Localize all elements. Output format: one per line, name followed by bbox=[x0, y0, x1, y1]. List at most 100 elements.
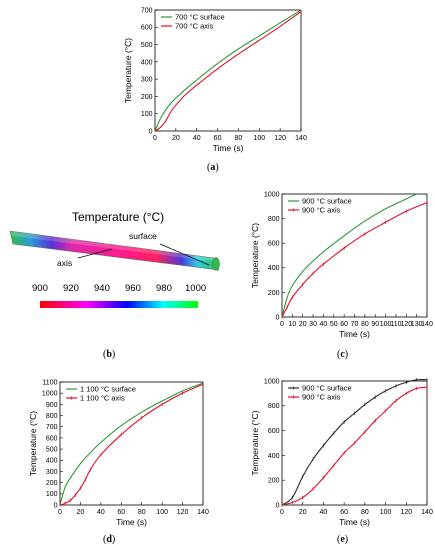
y-tick-label: 400 bbox=[46, 458, 58, 465]
legend-entry: 700 °C surface bbox=[175, 13, 225, 22]
colorbar-tick: 920 bbox=[63, 283, 79, 294]
x-tick-label: 140 bbox=[197, 509, 209, 516]
y-tick-label: 300 bbox=[141, 77, 153, 84]
y-tick-label: 600 bbox=[268, 428, 280, 435]
axis-pointer bbox=[77, 248, 113, 259]
x-tick-label: 0 bbox=[280, 321, 284, 328]
surface-pointer bbox=[159, 243, 210, 266]
x-tick-label: 140 bbox=[295, 135, 307, 142]
y-tick-label: 800 bbox=[268, 403, 280, 410]
y-tick-label: 1000 bbox=[264, 378, 280, 385]
y-tick-label: 600 bbox=[268, 241, 280, 248]
y-tick-label: 600 bbox=[46, 435, 58, 442]
series-line bbox=[281, 202, 428, 318]
legend-entry: 900 °C axis bbox=[302, 206, 341, 215]
x-tick-label: 40 bbox=[320, 509, 328, 516]
x-tick-label: 20 bbox=[172, 135, 180, 142]
legend-entry: 900 °C axis bbox=[302, 393, 341, 402]
chart-e: 0 20 40 60 80 100 120 140 0 200 400 600 800 1000 Time … bbox=[250, 377, 433, 527]
x-axis-label: Time (s) bbox=[116, 517, 147, 527]
x-tick-label: 140 bbox=[421, 321, 433, 328]
x-tick-label: 90 bbox=[371, 321, 379, 328]
colorbar-tick: 960 bbox=[125, 283, 141, 294]
y-tick-label: 0 bbox=[276, 502, 280, 509]
series-line bbox=[154, 9, 302, 132]
x-tick-label: 140 bbox=[421, 509, 433, 516]
y-tick-label: 400 bbox=[268, 453, 280, 460]
x-tick-label: 20 bbox=[77, 509, 85, 516]
y-tick-label: 200 bbox=[46, 480, 58, 487]
x-axis-label: Time (s) bbox=[213, 143, 244, 153]
x-tick-label: 0 bbox=[153, 135, 157, 142]
plot-frame bbox=[154, 9, 302, 132]
legend-entry: 900 °C surface bbox=[302, 384, 352, 393]
colorbar-tick: 1000 bbox=[185, 283, 207, 294]
x-tick-label: 80 bbox=[361, 321, 369, 328]
x-tick-label: 0 bbox=[280, 509, 284, 516]
panel-label-e: (e) bbox=[337, 534, 349, 545]
y-tick-label: 600 bbox=[141, 25, 153, 32]
x-tick-label: 100 bbox=[380, 509, 392, 516]
x-tick-label: 120 bbox=[177, 509, 189, 516]
x-tick-label: 100 bbox=[156, 509, 168, 516]
y-tick-label: 200 bbox=[268, 290, 280, 297]
colorbar bbox=[40, 301, 198, 308]
y-tick-label: 800 bbox=[268, 216, 280, 223]
x-tick-label: 0 bbox=[58, 509, 62, 516]
x-tick-label: 120 bbox=[274, 135, 286, 142]
y-tick-label: 0 bbox=[149, 128, 153, 135]
panel-label-a: (a) bbox=[207, 162, 219, 173]
x-tick-label: 40 bbox=[320, 321, 328, 328]
y-tick-label: 500 bbox=[141, 42, 153, 49]
x-tick-label: 40 bbox=[193, 135, 201, 142]
series-line bbox=[281, 386, 428, 506]
rod-title: Temperature (°C) bbox=[72, 210, 165, 224]
x-tick-label: 60 bbox=[214, 135, 222, 142]
panel-label-d: (d) bbox=[103, 534, 116, 545]
y-tick-label: 400 bbox=[268, 265, 280, 272]
y-tick-label: 700 bbox=[46, 424, 58, 431]
x-tick-label: 130 bbox=[411, 321, 423, 328]
y-tick-label: 1000 bbox=[264, 191, 280, 198]
colorbar-tick: 900 bbox=[32, 283, 48, 294]
rod-body bbox=[9, 230, 220, 271]
x-tick-label: 30 bbox=[309, 321, 317, 328]
legend-entry: 1 100 °C axis bbox=[80, 394, 125, 403]
x-tick-label: 60 bbox=[117, 509, 125, 516]
rod-end-face bbox=[212, 257, 220, 271]
rod-top-face bbox=[10, 231, 218, 262]
y-tick-label: 400 bbox=[141, 59, 153, 66]
y-tick-label: 1100 bbox=[42, 379, 57, 386]
x-tick-label: 50 bbox=[330, 321, 338, 328]
x-tick-label: 80 bbox=[361, 509, 369, 516]
x-tick-label: 80 bbox=[138, 509, 146, 516]
x-tick-label: 60 bbox=[340, 321, 348, 328]
chart-a: 0 20 40 60 80 100 120 140 0 100 200 300 400 500 600 700… bbox=[123, 7, 307, 153]
x-tick-label: 100 bbox=[380, 321, 392, 328]
x-axis-label: Time (s) bbox=[339, 329, 370, 339]
chart-d: 0 20 40 60 80 100 120 140 0 100 200 300 400 500 600 700… bbox=[28, 379, 209, 527]
x-tick-label: 70 bbox=[351, 321, 359, 328]
rod-image bbox=[9, 230, 220, 308]
colorbar-tick: 980 bbox=[156, 283, 172, 294]
x-tick-label: 110 bbox=[390, 321, 401, 328]
y-tick-label: 300 bbox=[46, 469, 58, 476]
x-tick-label: 40 bbox=[97, 509, 105, 516]
y-tick-label: 800 bbox=[46, 413, 58, 420]
plot-frame bbox=[59, 381, 204, 506]
y-tick-label: 700 bbox=[141, 7, 153, 14]
x-tick-label: 80 bbox=[235, 135, 243, 142]
x-tick-label: 120 bbox=[400, 509, 412, 516]
panel-label-b: (b) bbox=[103, 349, 116, 360]
series-line bbox=[59, 382, 204, 506]
y-axis-label: Temperature (°C) bbox=[28, 411, 38, 476]
y-tick-label: 100 bbox=[46, 491, 58, 498]
y-tick-label: 0 bbox=[276, 314, 280, 321]
series-line bbox=[154, 11, 302, 132]
y-tick-label: 900 bbox=[46, 402, 58, 409]
colorbar-tick: 940 bbox=[94, 283, 110, 294]
x-tick-label: 100 bbox=[253, 135, 265, 142]
axis-label: axis bbox=[57, 258, 73, 268]
y-tick-label: 100 bbox=[141, 111, 153, 118]
